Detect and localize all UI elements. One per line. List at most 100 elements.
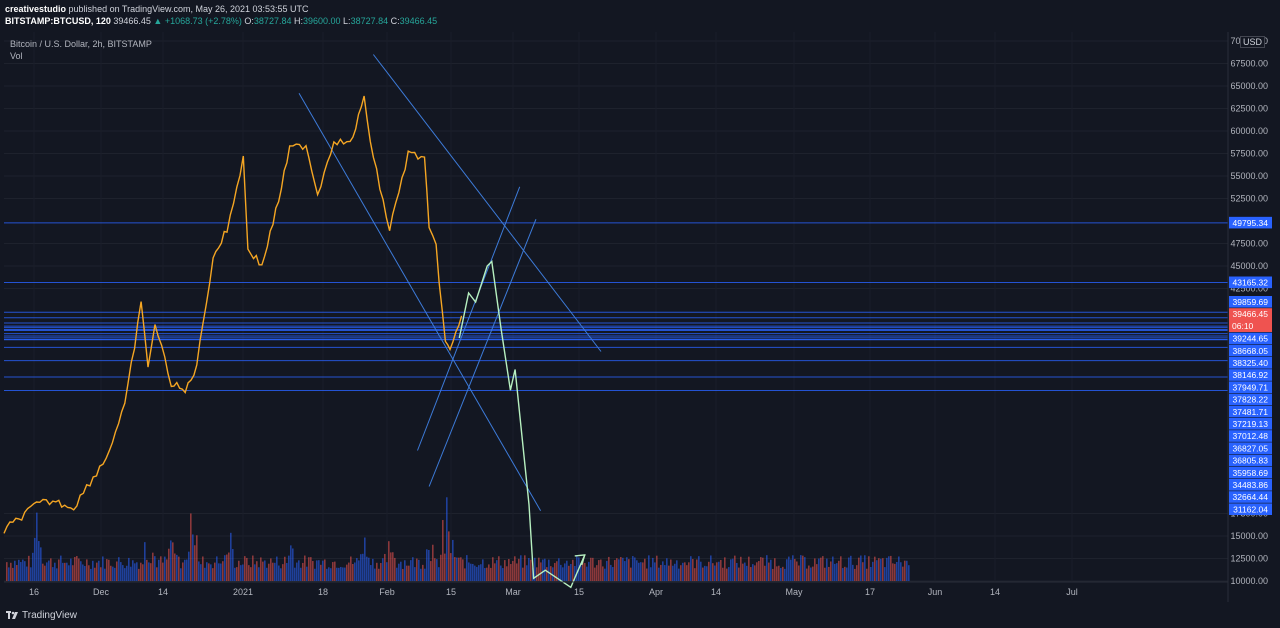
volume-bar xyxy=(394,557,396,581)
open-label: O: xyxy=(244,16,254,26)
volume-bar xyxy=(138,568,140,581)
volume-bar xyxy=(170,540,172,581)
volume-bar xyxy=(22,559,24,581)
volume-bar xyxy=(350,556,352,581)
level-label: 39859.69 xyxy=(1233,297,1269,307)
volume-bar xyxy=(580,563,582,581)
volume-bar xyxy=(200,564,202,581)
y-tick-label: 62500.00 xyxy=(1230,104,1268,114)
volume-bar xyxy=(834,563,836,581)
volume-bar xyxy=(284,556,286,581)
volume-bar xyxy=(884,567,886,581)
volume-bar xyxy=(782,566,784,581)
volume-bar xyxy=(818,558,820,581)
low-label: L: xyxy=(343,16,351,26)
published-text: published on TradingView.com, May 26, 20… xyxy=(68,4,309,14)
volume-bar xyxy=(508,559,510,581)
volume-bar xyxy=(730,559,732,581)
volume-bar xyxy=(840,556,842,581)
volume-bar xyxy=(460,557,462,581)
volume-bar xyxy=(708,561,710,581)
volume-bar xyxy=(288,555,290,581)
volume-bar xyxy=(340,566,342,581)
volume-bar xyxy=(100,567,102,581)
volume-bar xyxy=(888,556,890,581)
volume-bar xyxy=(120,562,122,581)
volume-bar xyxy=(778,565,780,581)
header-bar: creativestudio published on TradingView.… xyxy=(0,0,1280,32)
volume-bar xyxy=(438,567,440,581)
volume-bar xyxy=(678,568,680,581)
volume-bar xyxy=(868,556,870,581)
volume-bar xyxy=(106,559,108,581)
volume-bar xyxy=(498,556,500,581)
volume-bar xyxy=(260,557,262,581)
price-chart[interactable]: 10000.0012500.0015000.0017500.0042500.00… xyxy=(0,0,1280,602)
volume-bar xyxy=(524,555,526,581)
close-label: C: xyxy=(390,16,400,26)
volume-bar xyxy=(84,565,86,581)
x-tick-label: 14 xyxy=(990,587,1000,597)
tradingview-logo[interactable]: TradingView xyxy=(6,609,77,621)
volume-bar xyxy=(832,556,834,581)
volume-bar xyxy=(40,547,42,581)
volume-bar xyxy=(30,567,32,581)
currency-button[interactable]: USD xyxy=(1240,36,1266,48)
volume-bar xyxy=(658,567,660,581)
volume-bar xyxy=(572,559,574,581)
volume-bar xyxy=(434,558,436,581)
volume-bar xyxy=(574,565,576,581)
volume-bar xyxy=(388,541,390,581)
volume-bar xyxy=(262,561,264,581)
volume-bar xyxy=(628,559,630,581)
volume-bar xyxy=(852,564,854,581)
volume-bar xyxy=(282,564,284,581)
level-label-box xyxy=(1229,418,1272,430)
chart-grid xyxy=(4,32,1228,582)
volume-bar xyxy=(846,567,848,581)
volume-bar xyxy=(542,559,544,581)
volume-bar xyxy=(518,558,520,581)
volume-bar xyxy=(890,555,892,581)
volume-bar xyxy=(636,560,638,581)
volume-bar xyxy=(370,565,372,581)
volume-bar xyxy=(744,562,746,581)
volume-bar xyxy=(186,559,188,581)
volume-bar xyxy=(192,534,194,581)
volume-bar xyxy=(718,561,720,581)
x-tick-label: 15 xyxy=(574,587,584,597)
volume-bar xyxy=(648,555,650,581)
volume-bar xyxy=(780,568,782,581)
volume-bar xyxy=(70,558,72,581)
volume-bar xyxy=(146,559,148,581)
volume-bar xyxy=(18,559,20,581)
volume-bar xyxy=(720,559,722,581)
legend-volume: Vol xyxy=(10,51,23,61)
price-value: 39466.45 xyxy=(113,16,151,26)
volume-bar xyxy=(716,562,718,581)
volume-bar xyxy=(218,563,220,581)
publisher-name[interactable]: creativestudio xyxy=(5,4,67,14)
volume-bar xyxy=(38,541,40,581)
volume-bar xyxy=(848,557,850,581)
volume-bar xyxy=(386,562,388,581)
level-label: 39244.65 xyxy=(1233,334,1269,344)
volume-bar xyxy=(478,565,480,581)
volume-bar xyxy=(10,562,12,581)
volume-bar xyxy=(546,567,548,581)
volume-bar xyxy=(802,555,804,581)
volume-bar xyxy=(376,562,378,581)
volume-bar xyxy=(406,565,408,581)
volume-bar xyxy=(554,562,556,581)
volume-bar xyxy=(452,539,454,581)
volume-bar xyxy=(472,563,474,581)
volume-bar xyxy=(356,558,358,581)
volume-bar xyxy=(490,567,492,581)
volume-bar xyxy=(676,560,678,581)
volume-bar xyxy=(330,568,332,581)
level-label-box xyxy=(1229,491,1272,503)
volume-bar xyxy=(722,567,724,581)
volume-bar xyxy=(364,537,366,581)
volume-bar xyxy=(664,565,666,581)
y-tick-label: 60000.00 xyxy=(1230,126,1268,136)
